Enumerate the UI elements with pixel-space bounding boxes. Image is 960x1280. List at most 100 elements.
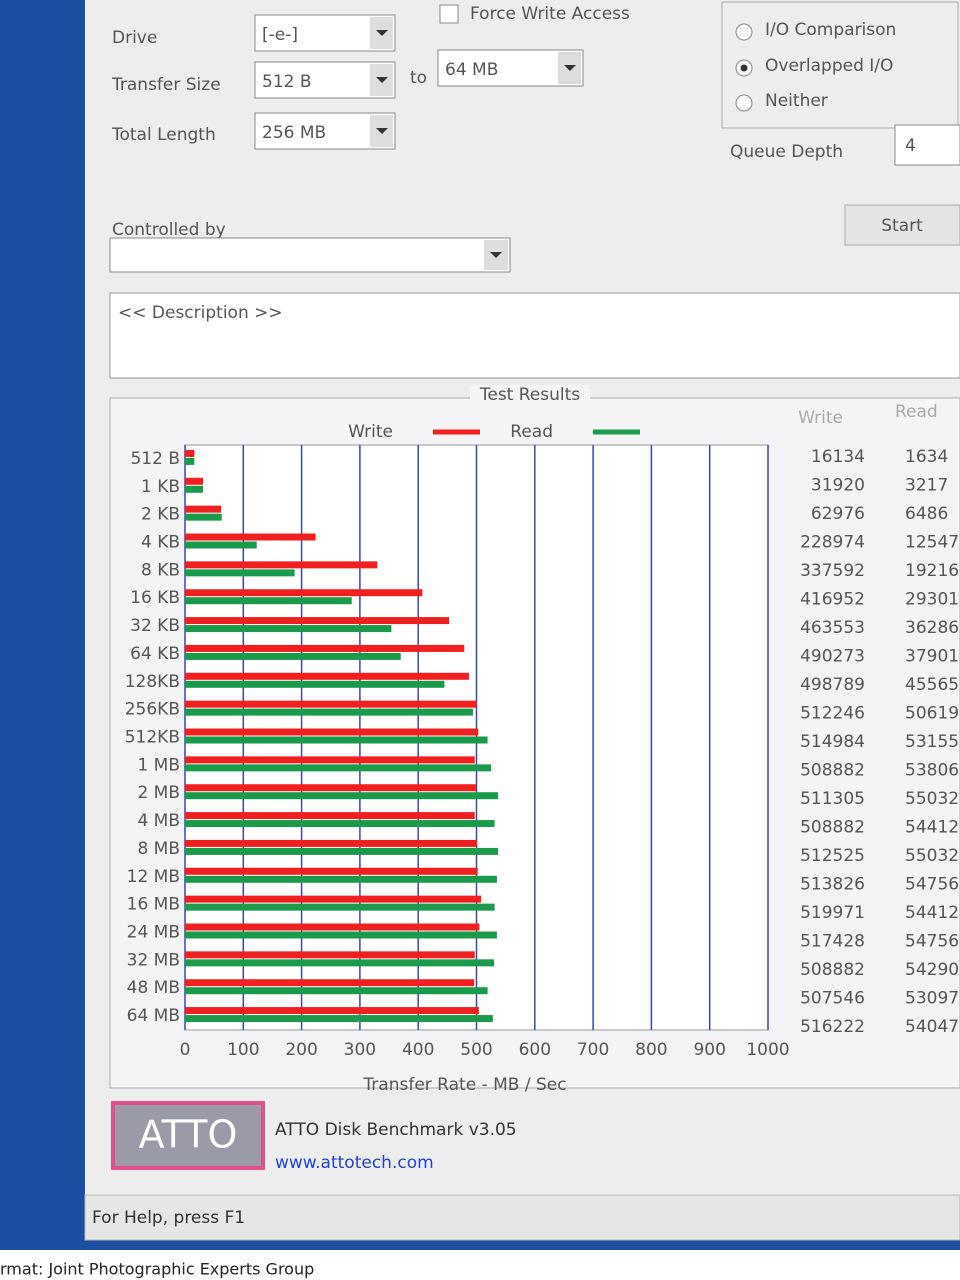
queue-depth-label: Queue Depth — [730, 142, 843, 162]
table-cell: 508882 — [800, 761, 865, 781]
transfer-to-select[interactable] — [437, 49, 584, 87]
website-link[interactable]: www.attotech.com — [275, 1153, 434, 1173]
y-tick-label: 32 KB — [130, 616, 180, 636]
table-cell: 516222 — [800, 1017, 865, 1037]
x-tick-label: 600 — [519, 1040, 551, 1060]
bar — [185, 728, 479, 736]
bar — [185, 847, 499, 855]
table-cell: 54756 — [905, 932, 959, 952]
table-cell: 53155 — [905, 732, 959, 752]
bar — [185, 903, 495, 911]
queue-depth-input[interactable] — [894, 124, 960, 166]
drive-select[interactable] — [254, 14, 396, 52]
table-cell: 55032 — [905, 846, 959, 866]
y-tick-label: 16 MB — [127, 895, 180, 915]
bar — [185, 812, 475, 820]
bar — [185, 457, 195, 465]
bar — [185, 513, 222, 521]
bar — [185, 784, 476, 792]
table-cell: 1634 — [905, 447, 948, 467]
controlled-by-select[interactable] — [109, 237, 511, 273]
start-button[interactable] — [844, 204, 960, 246]
x-tick-label: 900 — [693, 1040, 725, 1060]
y-tick-label: 512 B — [130, 449, 180, 469]
results-label-bg — [470, 385, 590, 405]
table-cell: 508882 — [800, 818, 865, 838]
y-tick-label: 1 MB — [137, 755, 180, 775]
bar — [185, 987, 488, 995]
y-tick-label: 24 MB — [127, 923, 180, 943]
table-cell: 16134 — [811, 447, 865, 467]
bar — [185, 736, 488, 744]
table-cell: 507546 — [800, 989, 865, 1009]
transfer-size-label: Transfer Size — [111, 75, 221, 95]
status-text: For Help, press F1 — [92, 1208, 245, 1228]
y-tick-label: 8 MB — [137, 839, 180, 859]
table-cell: 53806 — [905, 761, 959, 781]
logo-text: ATTO — [139, 1113, 238, 1157]
io-option: Overlapped I/O — [765, 56, 893, 76]
x-tick-label: 800 — [635, 1040, 667, 1060]
table-cell: 54756 — [905, 875, 959, 895]
bar — [185, 485, 204, 493]
table-cell: 463553 — [800, 618, 865, 638]
table-cell: 29301 — [905, 590, 959, 610]
table-cell: 498789 — [800, 675, 865, 695]
bar — [185, 875, 497, 883]
bar — [185, 672, 469, 680]
y-tick-label: 256KB — [125, 700, 180, 720]
y-tick-label: 12 MB — [127, 867, 180, 887]
description-box[interactable] — [109, 292, 960, 379]
io-option: Neither — [765, 91, 828, 111]
bar — [185, 1015, 493, 1023]
y-tick-label: 8 KB — [141, 560, 180, 580]
x-tick-label: 200 — [285, 1040, 317, 1060]
bar — [185, 625, 392, 633]
table-cell: 54412 — [905, 818, 959, 838]
bar — [185, 533, 316, 541]
taskbar-text: rmat: Joint Photographic Experts Group — [0, 1260, 314, 1279]
io-group — [721, 1, 959, 129]
bar — [185, 923, 480, 931]
drive-label: Drive — [112, 28, 157, 48]
bar — [185, 505, 222, 513]
x-axis-title: Transfer Rate - MB / Sec — [362, 1075, 566, 1095]
results-label: Test Results — [479, 385, 580, 405]
x-tick-label: 300 — [344, 1040, 376, 1060]
table-cell: 228974 — [800, 533, 865, 553]
controlled-by-label: Controlled by — [112, 220, 226, 240]
y-tick-label: 2 MB — [137, 783, 180, 803]
transfer-from-value: 512 B — [262, 72, 312, 92]
radio[interactable] — [735, 94, 753, 112]
y-tick-label: 48 MB — [127, 978, 180, 998]
table-cell: 513826 — [800, 875, 865, 895]
bar — [185, 839, 478, 847]
table-header: Read — [895, 402, 938, 422]
y-tick-label: 32 MB — [127, 950, 180, 970]
table-cell: 53097 — [905, 989, 959, 1009]
table-cell: 54412 — [905, 903, 959, 923]
bar — [185, 756, 475, 764]
to-label: to — [410, 68, 427, 88]
table-cell: 3217 — [905, 476, 948, 496]
table-cell: 508882 — [800, 960, 865, 980]
table-cell: 31920 — [811, 476, 865, 496]
force-write-checkbox[interactable] — [439, 4, 459, 24]
transfer-from-select[interactable] — [254, 61, 396, 99]
table-cell: 36286 — [905, 618, 959, 638]
table-cell: 6486 — [905, 504, 948, 524]
bar — [185, 708, 474, 716]
bar — [185, 1007, 479, 1015]
y-tick-label: 4 MB — [137, 811, 180, 831]
total-length-value: 256 MB — [262, 123, 326, 143]
chart: 0 100 200 300 400 500 600 700 800 900 1000 Write Rea… — [125, 402, 959, 1060]
radio[interactable] — [735, 23, 753, 41]
bar — [185, 764, 492, 772]
y-tick-label: 1 KB — [141, 477, 180, 497]
y-tick-label: 512KB — [125, 728, 180, 748]
total-length-select[interactable] — [254, 112, 396, 150]
bar — [185, 617, 450, 625]
bar — [185, 820, 495, 828]
transfer-to-value: 64 MB — [445, 60, 498, 80]
